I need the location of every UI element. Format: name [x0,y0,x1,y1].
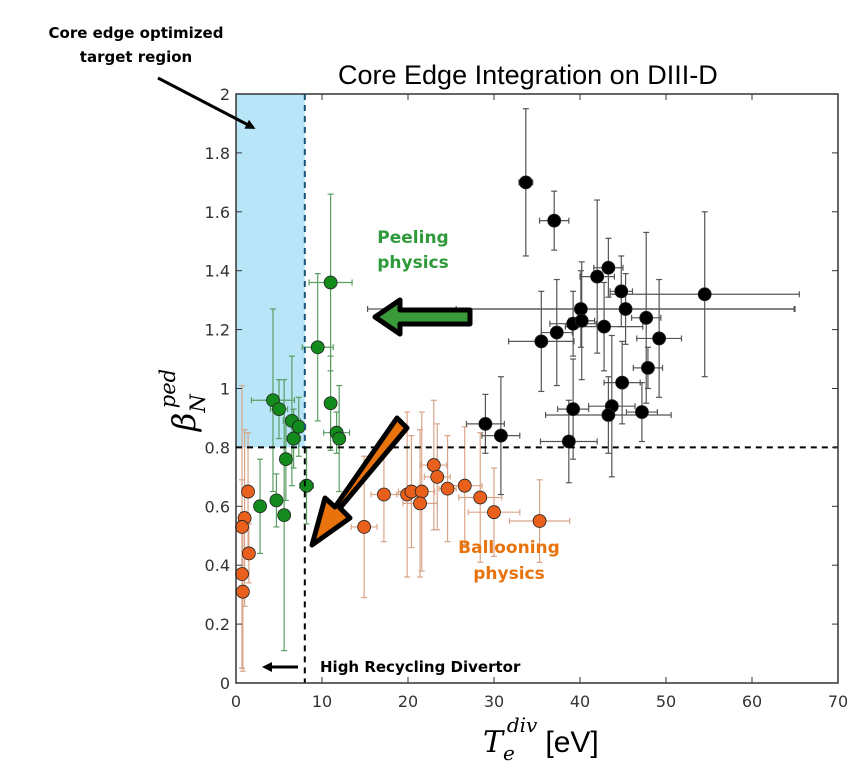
y-tick-label: 1.4 [205,262,230,281]
target-region-label-line1: Core edge optimized [49,24,224,42]
ballooning-physics-point [430,469,445,484]
y-tick-label: 0.6 [205,497,230,516]
other-point [590,269,605,284]
ballooning-label-line2: physics [473,564,545,584]
plot-frame [235,93,839,684]
other-point [573,302,588,316]
y-axis-symbol: β [165,413,203,433]
target-region-arrow-icon [157,76,256,129]
other-point [641,360,655,375]
peeling-physics-point [291,419,306,434]
ballooning-physics-point [487,505,501,520]
svg-text:Tediv[eV]: Te div [eV] [483,713,599,765]
other-point [618,302,633,316]
peeling-physics-point [269,493,284,508]
peeling-physics-point [323,396,338,411]
ballooning-physics-point [235,520,249,534]
other-point [566,402,581,417]
peeling-physics-point [310,340,325,355]
x-tick-label: 50 [656,692,676,711]
x-tick-label: 20 [398,692,418,711]
peeling-physics-point [286,431,301,446]
ballooning-arrow-icon [309,415,410,548]
x-axis-unit: [eV] [545,726,598,759]
peeling-physics-point [277,508,292,523]
x-axis-label: Te div [eV] [483,713,599,765]
y-tick-label: 0 [220,674,230,693]
data-markers [235,175,712,599]
x-tick-label: 0 [231,692,241,711]
error-bars [238,108,800,672]
ballooning-physics-point [357,520,372,534]
x-tick-label: 40 [570,692,590,711]
target-region [236,94,305,448]
x-axis-symbol: T [483,725,505,760]
x-tick-label: 70 [828,692,848,711]
x-axis-superscript: div [507,713,538,737]
peeling-physics-point [299,478,314,493]
peeling-physics-point [332,431,347,446]
ballooning-physics-point [241,484,255,499]
other-point [601,260,616,275]
peeling-physics-point [323,275,338,290]
ballooning-physics-point [457,478,472,493]
y-tick-label: 1.6 [205,203,230,222]
other-point [597,319,611,334]
chart-title: Core Edge Integration on DIII-D [338,60,718,90]
peeling-physics-point [272,402,286,417]
peeling-physics-point [278,452,293,467]
y-tick-label: 2 [220,85,230,104]
x-tick-label: 10 [312,692,332,711]
other-point [614,284,629,299]
ballooning-label-line1: Ballooning [458,538,560,558]
peeling-label-line1: Peeling [377,228,448,248]
ballooning-physics-point [235,567,249,581]
hrd-label: High Recycling Divertor [320,658,521,676]
other-point [697,287,712,302]
other-point [639,310,654,325]
other-point [615,375,630,390]
peeling-arrow-icon [372,297,473,337]
peeling-physics-point [253,499,267,514]
other-point [547,213,562,228]
y-tick-label: 0.4 [205,556,230,575]
y-tick-label: 0.8 [205,438,230,457]
x-axis-subscript: e [503,741,515,765]
svg-text:βNped: βNped [156,369,210,432]
other-point [574,313,589,328]
other-point [549,325,564,340]
y-axis-superscript: ped [156,369,180,408]
ballooning-physics-point [440,481,455,496]
ballooning-physics-point [235,584,250,599]
ballooning-physics-point [241,546,256,561]
other-point [561,434,576,449]
ballooning-physics-point [414,484,429,499]
y-axis-label: βNped [156,369,210,432]
other-point [601,408,616,422]
other-point [652,331,667,346]
x-tick-label: 60 [742,692,762,711]
other-point [493,428,508,443]
y-tick-label: 0.2 [205,615,230,634]
y-tick-label: 1 [220,380,230,399]
x-tick-label: 30 [484,692,504,711]
axis-ticks: 0 10 20 30 40 50 60 70 0 0.2 0.4 0.6 0.8 1 1.2 1.4 1.6 1.… [205,85,849,711]
target-region-label-line2: target region [80,48,192,66]
other-point [478,416,493,431]
other-point [534,334,549,349]
ballooning-physics-point [532,514,547,528]
other-point [518,175,533,190]
y-tick-label: 1.2 [205,321,230,340]
ballooning-physics-point [377,487,391,502]
peeling-label-line2: physics [377,253,449,273]
ballooning-physics-point [426,458,441,472]
other-point [635,405,649,419]
y-tick-label: 1.8 [205,144,230,163]
y-axis-subscript: N [186,394,210,414]
ballooning-physics-point [473,490,488,505]
ballooning-physics-point [413,496,427,511]
